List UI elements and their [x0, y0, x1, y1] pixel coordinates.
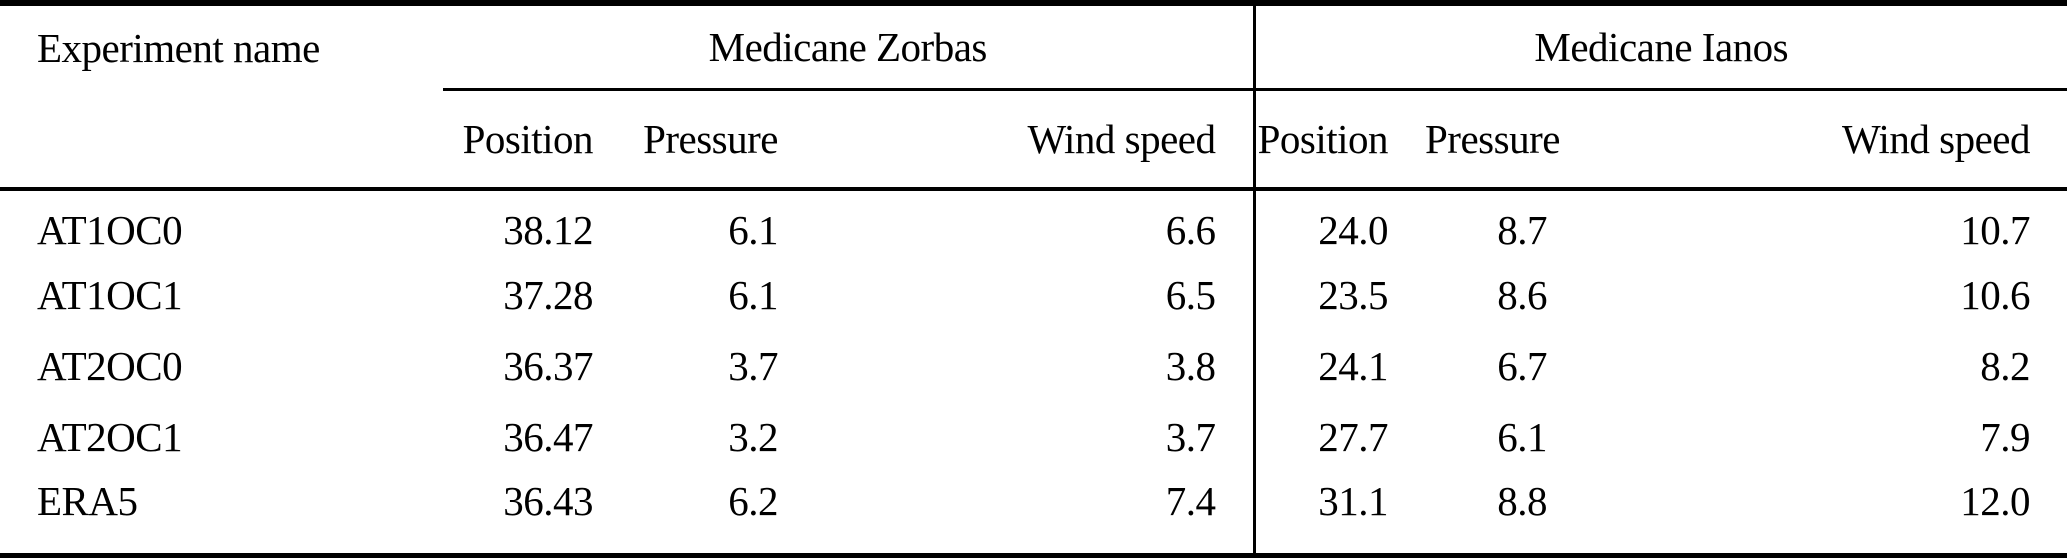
corner-header-cell: Experiment name — [37, 25, 320, 71]
cell-zorbas-position: 37.28 — [503, 272, 593, 319]
group-header-zorbas: Medicane Zorbas — [443, 3, 1254, 91]
cell-zorbas-position: 36.47 — [503, 414, 593, 461]
cell-ianos-position: 24.0 — [1252, 189, 1425, 260]
cell-ianos-windspeed: 12.0 — [1960, 477, 2031, 524]
column-header-zorbas-pressure: Pressure — [643, 115, 778, 162]
cell-zorbas-position: 36.43 — [503, 477, 593, 524]
cell-zorbas-pressure: 3.7 — [728, 343, 778, 390]
column-header-zorbas-position: Position — [462, 115, 594, 162]
row-label: AT2OC0 — [37, 343, 183, 390]
cell-ianos-pressure: 8.8 — [1497, 477, 1547, 524]
table-row-at2oc1: AT2OC1 36.47 3.2 3.7 27.7 6.1 7.9 — [0, 401, 2067, 473]
cell-ianos-pressure: 8.6 — [1497, 272, 1547, 319]
cell-zorbas-pressure: 3.2 — [728, 414, 778, 461]
cell-zorbas-pressure: 6.1 — [728, 207, 778, 254]
column-header-row: Position Pressure Wind speed Position Pr… — [0, 89, 2067, 189]
cell-zorbas-position: 36.37 — [503, 343, 593, 390]
column-header-ianos-pressure: Pressure — [1425, 115, 1560, 162]
cell-zorbas-pressure: 6.2 — [728, 477, 778, 524]
table-row-at2oc0: AT2OC0 36.37 3.7 3.8 24.1 6.7 8.2 — [0, 330, 2067, 402]
cell-ianos-windspeed: 10.6 — [1960, 272, 2031, 319]
cell-ianos-position: 24.1 — [1252, 330, 1425, 402]
group-header-row: Experiment name Medicane Zorbas Medicane… — [0, 3, 2067, 91]
table-row-era5: ERA5 36.43 6.2 7.4 31.1 8.8 12.0 — [0, 472, 2067, 556]
row-label: AT1OC0 — [37, 207, 183, 254]
column-header-ianos-windspeed: Wind speed — [1841, 115, 2031, 162]
group-header-ianos: Medicane Ianos — [1252, 3, 2067, 91]
cell-ianos-position: 23.5 — [1252, 259, 1425, 331]
row-label: AT2OC1 — [37, 414, 183, 461]
cell-zorbas-windspeed: 6.6 — [1165, 207, 1216, 254]
row-label: ERA5 — [37, 477, 138, 524]
cell-zorbas-windspeed: 7.4 — [1165, 477, 1216, 524]
cell-ianos-position: 27.7 — [1252, 401, 1425, 473]
row-label: AT1OC1 — [37, 272, 183, 319]
cell-ianos-windspeed: 8.2 — [1980, 343, 2031, 390]
cell-ianos-pressure: 6.7 — [1497, 343, 1547, 390]
cell-ianos-pressure: 8.7 — [1497, 207, 1547, 254]
table-row-at1oc1: AT1OC1 37.28 6.1 6.5 23.5 8.6 10.6 — [0, 259, 2067, 331]
cell-ianos-windspeed: 10.7 — [1960, 207, 2031, 254]
cell-zorbas-windspeed: 6.5 — [1165, 272, 1216, 319]
column-header-zorbas-windspeed: Wind speed — [1027, 115, 1216, 162]
cell-zorbas-position: 38.12 — [503, 207, 593, 254]
cell-ianos-position: 31.1 — [1252, 472, 1425, 556]
table-row-at1oc0: AT1OC0 38.12 6.1 6.6 24.0 8.7 10.7 — [0, 189, 2067, 260]
cell-zorbas-windspeed: 3.8 — [1165, 343, 1216, 390]
cell-ianos-windspeed: 7.9 — [1980, 414, 2031, 461]
cell-zorbas-windspeed: 3.7 — [1165, 414, 1216, 461]
cell-ianos-pressure: 6.1 — [1497, 414, 1547, 461]
column-header-ianos-position: Position — [1252, 89, 1425, 189]
cell-zorbas-pressure: 6.1 — [728, 272, 778, 319]
